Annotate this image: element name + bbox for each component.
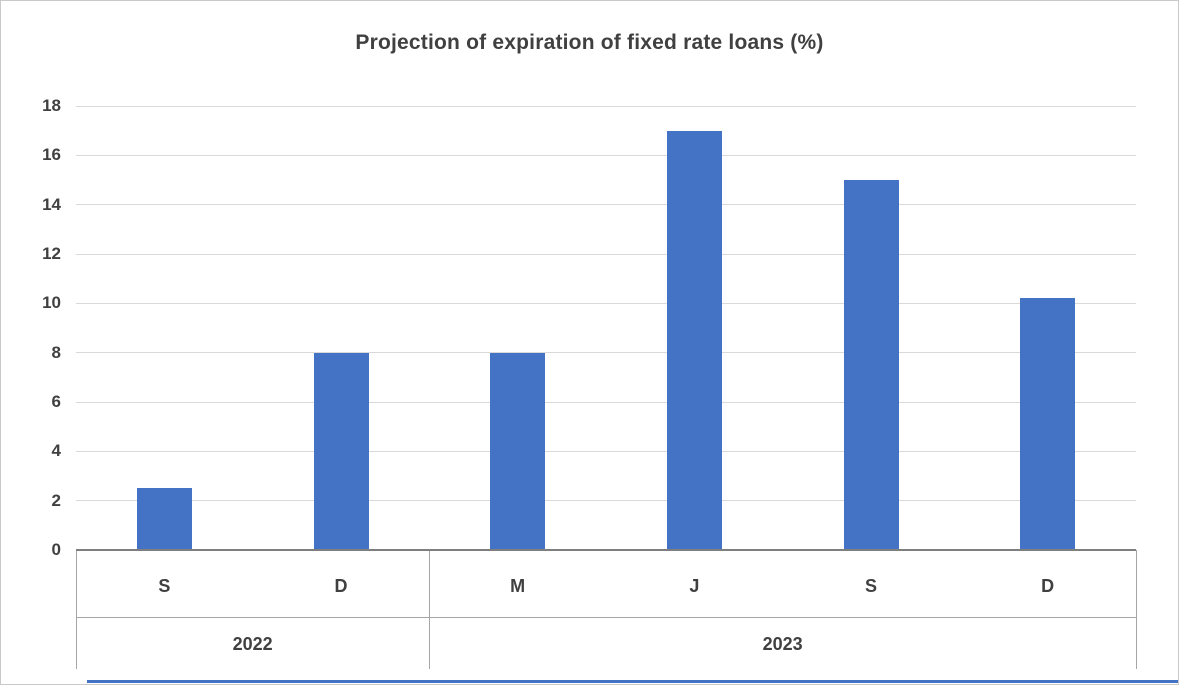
chart-title: Projection of expiration of fixed rate l…: [355, 31, 824, 54]
category-label: S: [864, 576, 877, 596]
gridline: [76, 154, 1136, 156]
bottom-accent-line: [87, 680, 1178, 683]
gridline: [76, 302, 1136, 304]
category-label: D: [1041, 576, 1055, 596]
x-axis-line: [76, 549, 1136, 551]
gridline: [76, 450, 1136, 452]
y-axis-tick-label: 2: [51, 490, 61, 510]
bar-d-1: [313, 352, 369, 550]
category-label: M: [510, 576, 526, 596]
gridline: [76, 401, 1136, 403]
y-axis-tick-label: 8: [51, 342, 61, 362]
y-axis-tick-label: 4: [51, 441, 61, 461]
axis-group-separator: [75, 550, 77, 669]
bar-s-4: [843, 180, 899, 550]
category-label: J: [689, 576, 700, 596]
y-axis-tick-label: 0: [51, 540, 61, 559]
bar-s-0: [136, 488, 192, 550]
category-label: D: [334, 576, 348, 596]
y-axis-tick-label: 18: [42, 96, 61, 115]
bar-m-2: [490, 352, 546, 550]
category-label: S: [158, 576, 171, 596]
year-group-label: 2022: [232, 634, 273, 654]
gridline: [76, 253, 1136, 255]
axis-group-separator: [1135, 550, 1137, 669]
year-group-label: 2023: [762, 634, 803, 654]
gridline: [76, 352, 1136, 354]
y-axis-tick-label: 10: [42, 293, 61, 313]
gridline: [76, 204, 1136, 206]
y-axis-tick-label: 14: [42, 194, 61, 214]
axis-group-separator: [428, 550, 430, 669]
bar-d-5: [1020, 298, 1076, 550]
y-axis-tick-label: 12: [42, 244, 61, 263]
gridline: [76, 500, 1136, 502]
gridline: [76, 105, 1136, 107]
bar-j-3: [666, 130, 722, 550]
y-axis-tick-label: 6: [51, 392, 61, 411]
y-axis-tick-label: 16: [42, 145, 61, 165]
tier-separator-line: [76, 617, 1136, 618]
